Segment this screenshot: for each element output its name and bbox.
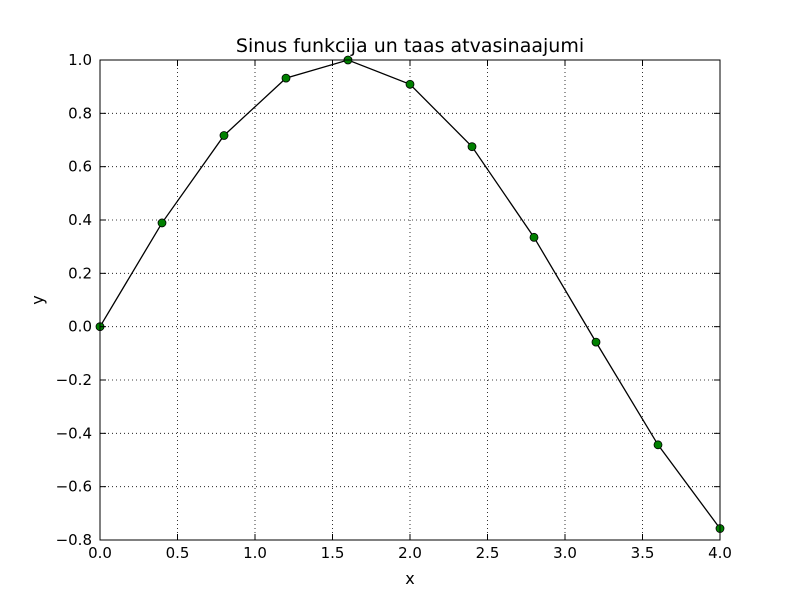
y-tick-label: 0.2 (68, 264, 92, 282)
data-point (653, 440, 663, 450)
x-tick-label: 1.5 (321, 544, 345, 562)
y-tick-label: −0.6 (56, 478, 92, 496)
y-tick-label: 0.8 (68, 104, 92, 122)
x-tick-label: 1.0 (243, 544, 267, 562)
y-tick-label: −0.2 (56, 371, 92, 389)
data-point (529, 232, 539, 242)
data-point (467, 142, 477, 152)
x-axis-label: x (405, 569, 414, 588)
y-tick-label: −0.4 (56, 424, 92, 442)
ticks: 0.0 0.5 1.0 1.5 2.0 2.5 3.0 3.5 4.0 −0.8 −0.6 −0.4 −… (56, 51, 732, 562)
x-tick-label: 3.5 (631, 544, 655, 562)
data-point (405, 79, 415, 89)
x-tick-label: 0.5 (166, 544, 190, 562)
data-point (591, 337, 601, 347)
chart-title: Sinus funkcija un taas atvasinaajumi (236, 35, 584, 57)
y-tick-label: 0.6 (68, 158, 92, 176)
y-tick-label: 0.0 (68, 318, 92, 336)
x-tick-label: 4.0 (708, 544, 732, 562)
data-point (157, 218, 167, 228)
x-tick-label: 0.0 (88, 544, 112, 562)
x-tick-label: 2.0 (398, 544, 422, 562)
data-point (281, 73, 291, 83)
x-tick-label: 2.5 (476, 544, 500, 562)
x-tick-label: 3.0 (553, 544, 577, 562)
y-tick-label: 1.0 (68, 51, 92, 69)
y-tick-label: −0.8 (56, 531, 92, 549)
y-axis-label: y (28, 295, 47, 304)
data-point (219, 131, 229, 140)
y-tick-label: 0.4 (68, 211, 92, 229)
